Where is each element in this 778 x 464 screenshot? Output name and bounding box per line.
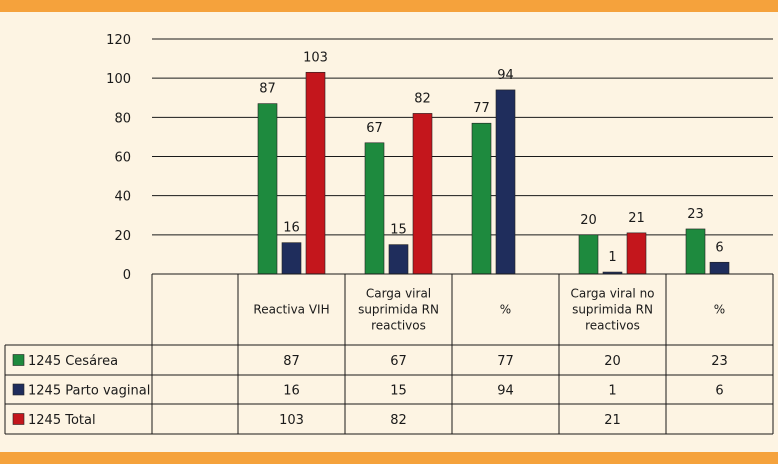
table-cell: 94 bbox=[497, 384, 514, 399]
data-label: 87 bbox=[259, 82, 276, 97]
table-cell: 67 bbox=[390, 354, 407, 369]
table-cell: 23 bbox=[711, 354, 728, 369]
bar bbox=[578, 234, 599, 275]
table-cell: 87 bbox=[283, 354, 300, 369]
legend-label: 1245 Total bbox=[28, 413, 96, 428]
table-cell: 6 bbox=[715, 384, 723, 399]
bar bbox=[685, 228, 706, 275]
category-label: reactivos bbox=[371, 319, 426, 333]
category-label: reactivos bbox=[585, 319, 640, 333]
bottom-orange-band bbox=[0, 452, 778, 464]
category-label: suprimida RN bbox=[572, 303, 653, 317]
bar bbox=[281, 242, 302, 275]
table-cell: 1 bbox=[608, 384, 616, 399]
category-label: Carga viral no bbox=[570, 287, 654, 301]
table-cell: 16 bbox=[283, 384, 300, 399]
category-label: suprimida RN bbox=[358, 303, 439, 317]
y-tick-label: 120 bbox=[106, 33, 131, 48]
table-cell: 103 bbox=[279, 413, 304, 428]
data-label: 15 bbox=[390, 223, 407, 238]
data-label: 94 bbox=[497, 68, 514, 83]
legend-label: 1245 Parto vaginal bbox=[28, 384, 150, 399]
bar bbox=[709, 261, 730, 275]
bar bbox=[364, 142, 385, 275]
bar bbox=[471, 122, 492, 275]
data-label: 16 bbox=[283, 221, 300, 236]
bar bbox=[626, 232, 647, 275]
y-tick-label: 100 bbox=[106, 72, 131, 87]
data-label: 20 bbox=[580, 213, 597, 228]
table-cell: 77 bbox=[497, 354, 514, 369]
table-cell: 20 bbox=[604, 354, 621, 369]
data-label: 103 bbox=[303, 50, 328, 65]
table-cell: 21 bbox=[604, 413, 621, 428]
data-label: 23 bbox=[687, 207, 704, 222]
legend-swatch bbox=[12, 383, 25, 396]
category-label: Reactiva VIH bbox=[253, 303, 329, 317]
legend-label: 1245 Cesárea bbox=[28, 354, 118, 369]
data-label: 6 bbox=[715, 240, 723, 255]
bar bbox=[257, 103, 278, 275]
y-tick-label: 20 bbox=[114, 229, 131, 244]
table-cell: 82 bbox=[390, 413, 407, 428]
category-label: Carga viral bbox=[366, 287, 431, 301]
y-tick-label: 60 bbox=[114, 151, 131, 166]
data-label: 82 bbox=[414, 91, 431, 106]
legend-swatch bbox=[12, 413, 25, 425]
legend-swatch bbox=[12, 354, 25, 366]
bar bbox=[388, 244, 409, 275]
y-tick-label: 40 bbox=[114, 190, 131, 205]
data-label: 21 bbox=[628, 211, 645, 226]
top-orange-band bbox=[0, 0, 778, 12]
bar bbox=[495, 89, 516, 275]
data-label: 77 bbox=[473, 101, 490, 116]
y-tick-label: 0 bbox=[123, 268, 131, 283]
bar bbox=[305, 71, 326, 275]
data-label: 1 bbox=[608, 250, 616, 265]
category-label: % bbox=[714, 303, 725, 317]
bar bbox=[412, 113, 433, 275]
data-label: 67 bbox=[366, 121, 383, 136]
category-label: % bbox=[500, 303, 511, 317]
table-cell: 15 bbox=[390, 384, 407, 399]
y-tick-label: 80 bbox=[114, 111, 131, 126]
